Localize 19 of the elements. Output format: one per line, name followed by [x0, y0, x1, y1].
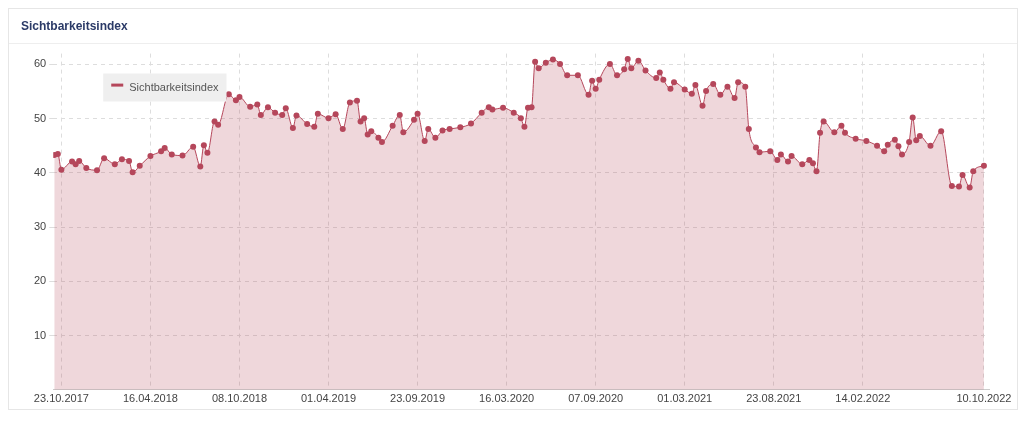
x-tick-label: 14.02.2022 [835, 392, 891, 405]
legend-label: Sichtbarkeitsindex [129, 80, 219, 93]
x-tick-label: 23.10.2017 [33, 392, 89, 405]
chart-title: Sichtbarkeitsindex [9, 9, 1017, 44]
y-tick-label: 50 [33, 111, 47, 124]
x-tick-label: 01.04.2019 [300, 392, 357, 405]
x-tick-label: 16.03.2020 [479, 392, 535, 405]
y-tick-label: 40 [33, 165, 47, 178]
x-tick-label: 08.10.2018 [211, 392, 267, 405]
x-tick-label: 10.10.2022 [956, 392, 1012, 405]
y-tick-label: 60 [33, 57, 47, 70]
x-tick-label: 23.08.2021 [746, 392, 802, 405]
x-tick-label: 01.03.2021 [657, 392, 713, 405]
y-tick-label: 20 [33, 274, 47, 287]
x-tick-label: 23.09.2019 [390, 392, 446, 405]
y-tick-label: 10 [33, 328, 47, 341]
y-tick-label: 30 [33, 220, 47, 233]
x-tick-label: 16.04.2018 [122, 392, 178, 405]
x-tick-label: 07.09.2020 [568, 392, 624, 405]
